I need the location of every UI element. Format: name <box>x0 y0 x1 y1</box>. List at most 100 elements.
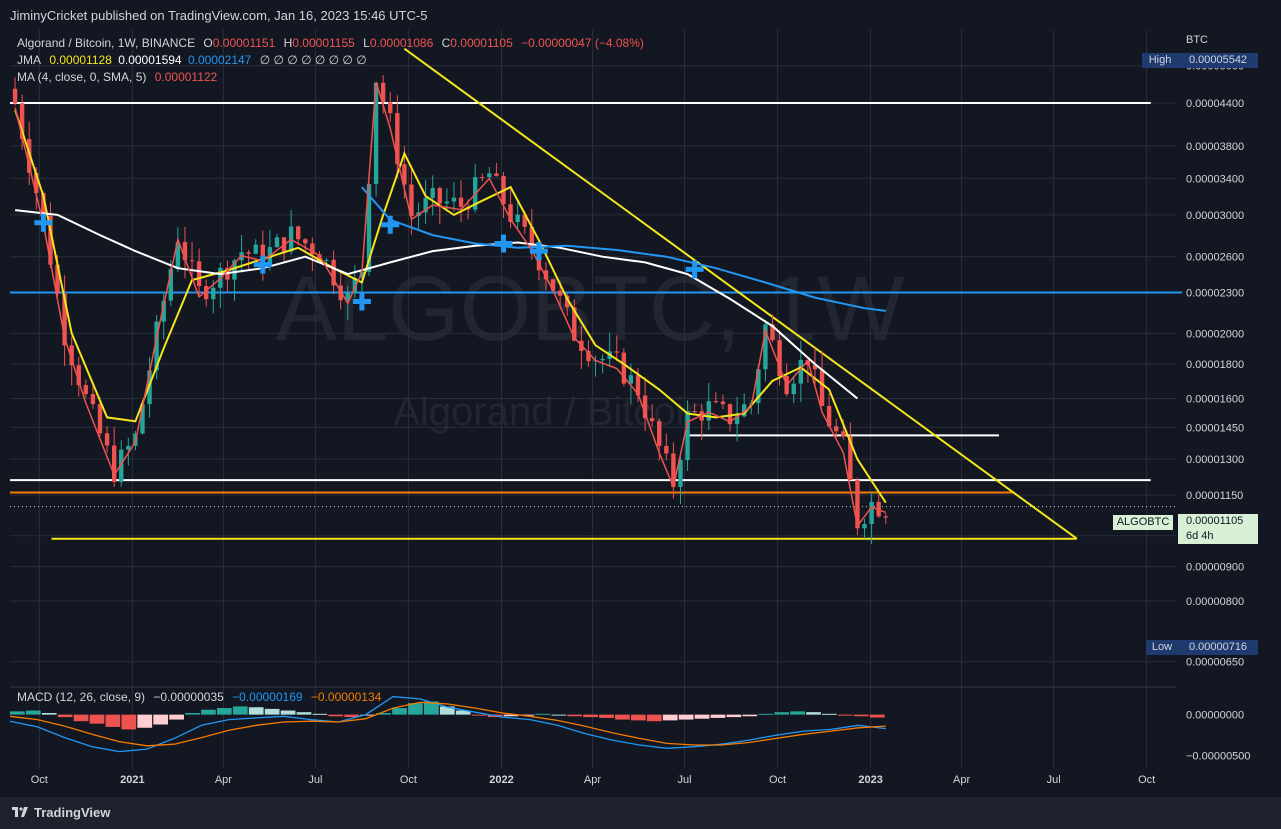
signal-cross-icon <box>253 255 272 274</box>
candle-body <box>692 411 697 413</box>
candle-body <box>834 426 839 432</box>
indicator-line-ma <box>361 186 886 312</box>
candle-body <box>182 242 188 261</box>
candle-body <box>402 164 407 185</box>
macd-histogram-bar <box>599 714 614 718</box>
candle-body <box>380 82 386 103</box>
candle-body <box>437 188 442 204</box>
price-tick-label: 0.00003800 <box>1186 141 1244 153</box>
macd-histogram-bar <box>248 707 264 715</box>
change-value: −0.00000047 (−4.08%) <box>521 36 644 50</box>
price-tick-label: 0.00002000 <box>1186 328 1244 340</box>
candle-body <box>586 350 591 362</box>
candlesticks <box>12 75 888 544</box>
candle-body <box>727 404 733 425</box>
time-tick-label: 2023 <box>858 774 882 786</box>
macd-histogram-bar <box>280 710 296 715</box>
time-tick-label: Oct <box>1138 774 1155 786</box>
macd-histogram-bar <box>153 714 169 725</box>
candle-body <box>168 269 173 301</box>
candle-body <box>480 177 485 179</box>
symbol-legend[interactable]: Algorand / Bitcoin, 1W, BINANCE O0.00001… <box>17 36 649 50</box>
macd-histogram-bar <box>630 714 646 721</box>
macd-hist-value: −0.00000035 <box>153 690 224 704</box>
candle-body <box>373 82 379 185</box>
ma-legend[interactable]: MA (4, close, 0, SMA, 5) 0.00001122 <box>17 70 222 84</box>
candle-body <box>600 358 605 361</box>
candle-body <box>104 433 110 446</box>
macd-histogram-bar <box>423 701 439 715</box>
macd-histogram-bar <box>662 714 678 721</box>
time-tick-label: 2021 <box>120 774 144 786</box>
candle-body <box>232 260 237 280</box>
time-tick-label: Oct <box>400 774 417 786</box>
macd-histogram-bar <box>869 714 885 718</box>
candle-body <box>211 287 216 300</box>
candle-body <box>444 201 450 204</box>
candle-body <box>642 395 648 419</box>
price-tick-label: 0.00001600 <box>1186 394 1244 406</box>
candle-body <box>423 197 428 213</box>
macd-histogram-bar <box>726 714 742 718</box>
ma-value: 0.00001122 <box>154 70 218 84</box>
last-price-symbol: ALGOBTC <box>1113 515 1173 530</box>
macd-histogram-bar <box>758 713 774 715</box>
candle-body <box>69 345 74 366</box>
last-price-tag: 0.00001105 6d 4h <box>1178 514 1258 544</box>
macd-histogram-bar <box>710 714 726 718</box>
high-tag-label: High <box>1142 53 1178 68</box>
candle-body <box>572 307 577 341</box>
candle-body <box>614 351 619 353</box>
tradingview-logo-icon <box>12 807 28 817</box>
candle-body <box>41 192 46 216</box>
high-value: 0.00001155 <box>292 36 355 50</box>
candle-body <box>409 184 414 216</box>
candle-body <box>848 436 853 481</box>
signal-cross-icon <box>529 242 548 261</box>
ma-label: MA (4, close, 0, SMA, 5) <box>17 70 147 84</box>
candle-body <box>770 324 775 341</box>
candle-body <box>246 252 251 254</box>
candle-body <box>345 292 350 301</box>
open-value: 0.00001151 <box>212 36 276 50</box>
macd-histogram-bar <box>392 708 407 715</box>
macd-histogram-bar <box>360 714 376 716</box>
candle-body <box>883 516 888 518</box>
candle-body <box>317 254 322 261</box>
macd-histogram-bar <box>678 714 694 720</box>
low-value: 0.00001086 <box>369 36 434 50</box>
candle-body <box>628 375 634 384</box>
macd-legend[interactable]: MACD (12, 26, close, 9) −0.00000035 −0.0… <box>17 690 386 704</box>
candle-body <box>706 401 711 421</box>
candle-body <box>458 197 464 207</box>
macd-tick-label: −0.00000500 <box>1186 751 1251 763</box>
candle-body <box>126 445 131 450</box>
high-label: H <box>283 36 293 50</box>
price-tick-label: 0.00001150 <box>1186 490 1243 502</box>
macd-histogram-bar <box>57 714 73 718</box>
time-tick-label: Oct <box>31 774 48 786</box>
candle-body <box>841 431 846 437</box>
candle-body <box>111 445 117 482</box>
macd-histogram-bar <box>201 709 216 715</box>
currency-label: BTC <box>1186 34 1208 46</box>
macd-histogram-bar <box>216 708 232 715</box>
signal-markers <box>34 213 704 311</box>
close-value: 0.00001105 <box>450 36 513 50</box>
candle-body <box>55 264 60 294</box>
candle-body <box>522 214 527 227</box>
candle-body <box>756 369 761 404</box>
candle-body <box>494 173 499 176</box>
signal-cross-icon <box>494 234 513 253</box>
jma-legend[interactable]: JMA 0.00001128 0.00001594 0.00002147 ∅ ∅… <box>17 53 372 67</box>
indicator-line-ma-red <box>14 81 887 528</box>
publish-info: JiminyCricket published on TradingView.c… <box>10 8 428 23</box>
candle-body <box>253 244 258 254</box>
candle-body <box>83 385 89 395</box>
candle-body <box>543 270 549 280</box>
macd-histogram-bar <box>535 713 551 715</box>
macd-histogram-bar <box>137 714 153 728</box>
candle-body <box>324 259 329 261</box>
signal-cross-icon <box>34 213 53 232</box>
